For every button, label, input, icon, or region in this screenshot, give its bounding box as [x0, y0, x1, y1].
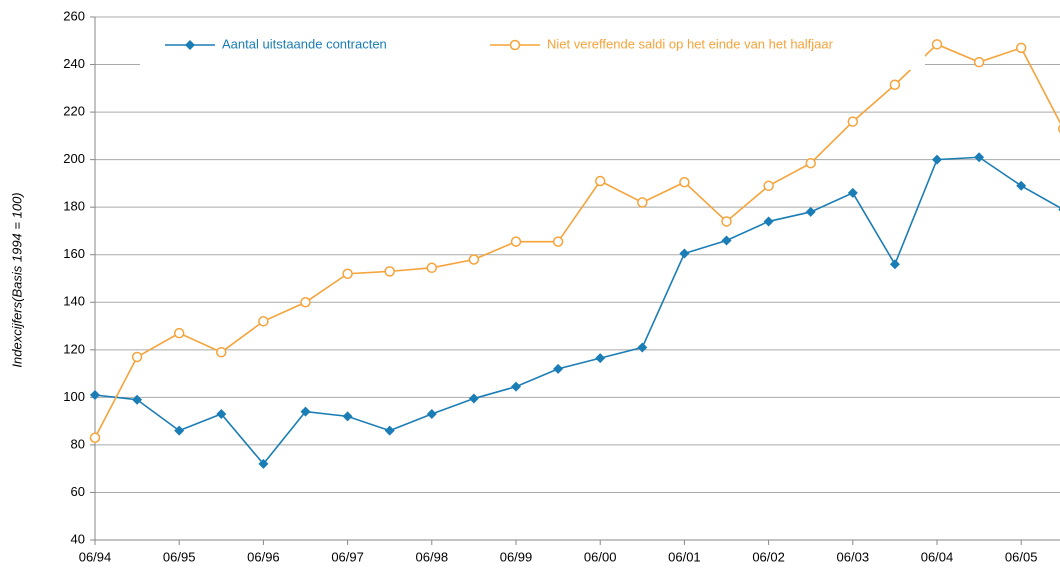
x-tick-label: 06/04 — [921, 549, 954, 564]
marker — [931, 39, 943, 50]
marker — [468, 393, 479, 404]
y-tick-label: 100 — [63, 389, 85, 404]
x-tick-label: 06/00 — [584, 549, 617, 564]
marker — [511, 381, 521, 392]
marker — [89, 432, 101, 444]
marker — [426, 262, 438, 274]
marker — [426, 409, 437, 420]
marker — [258, 316, 269, 327]
marker — [1015, 42, 1027, 54]
marker — [889, 79, 901, 91]
marker — [510, 236, 522, 247]
x-tick-label: 06/02 — [752, 549, 785, 564]
marker — [131, 351, 143, 363]
y-tick-label: 180 — [63, 199, 85, 214]
marker — [889, 259, 900, 270]
y-tick-label: 260 — [63, 8, 85, 23]
y-tick-label: 160 — [63, 246, 85, 261]
x-tick-label: 06/94 — [79, 549, 112, 564]
marker — [637, 197, 648, 208]
y-tick-label: 220 — [63, 104, 85, 119]
y-tick-label: 240 — [63, 56, 85, 71]
x-tick-label: 06/99 — [500, 549, 533, 564]
marker — [763, 180, 774, 192]
marker — [300, 406, 311, 417]
marker — [509, 39, 521, 51]
y-tick-label: 60 — [71, 484, 85, 499]
y-tick-label: 80 — [71, 436, 85, 451]
legend-label: Aantal uitstaande contracten — [222, 36, 387, 51]
marker — [974, 152, 985, 163]
marker — [216, 409, 227, 420]
marker — [805, 157, 816, 169]
plot-area — [89, 39, 1060, 469]
legend-label: Niet vereffende saldi op het einde van h… — [547, 36, 834, 51]
marker — [721, 216, 732, 227]
marker — [721, 235, 732, 246]
marker — [932, 154, 942, 165]
series-line — [94, 43, 1060, 439]
y-tick-label: 120 — [63, 341, 85, 356]
marker — [553, 363, 564, 374]
x-tick-label: 06/03 — [837, 549, 870, 564]
marker — [847, 187, 858, 198]
marker — [342, 411, 353, 422]
marker — [595, 353, 606, 364]
y-tick-label: 200 — [63, 151, 85, 166]
marker — [973, 56, 985, 68]
x-tick-label: 06/05 — [1005, 549, 1038, 564]
marker — [847, 116, 859, 127]
marker — [185, 40, 195, 50]
x-tick-label: 06/96 — [247, 549, 280, 564]
x-tick-label: 06/95 — [163, 549, 196, 564]
y-tick-label: 140 — [63, 294, 85, 309]
marker — [384, 266, 395, 277]
marker — [805, 206, 816, 217]
marker — [132, 394, 143, 405]
x-tick-label: 06/01 — [668, 549, 701, 564]
marker — [384, 425, 395, 436]
marker — [594, 175, 606, 187]
series-line — [94, 156, 1060, 466]
marker — [468, 254, 480, 265]
marker — [679, 248, 690, 259]
marker — [90, 389, 100, 400]
marker — [637, 342, 648, 353]
marker — [173, 327, 185, 339]
marker — [216, 346, 227, 358]
x-tick-label: 06/98 — [416, 549, 449, 564]
legend-box — [140, 30, 925, 70]
marker — [258, 458, 269, 469]
marker — [174, 425, 185, 436]
marker — [300, 297, 311, 308]
y-tick-label: 40 — [71, 531, 85, 546]
marker — [763, 216, 774, 227]
y-axis-label: Indexcijfers(Basis 1994 = 100) — [9, 192, 24, 367]
marker — [679, 176, 690, 188]
marker — [552, 236, 564, 247]
marker — [342, 268, 353, 279]
marker — [1016, 180, 1027, 191]
x-tick-label: 06/97 — [331, 549, 364, 564]
